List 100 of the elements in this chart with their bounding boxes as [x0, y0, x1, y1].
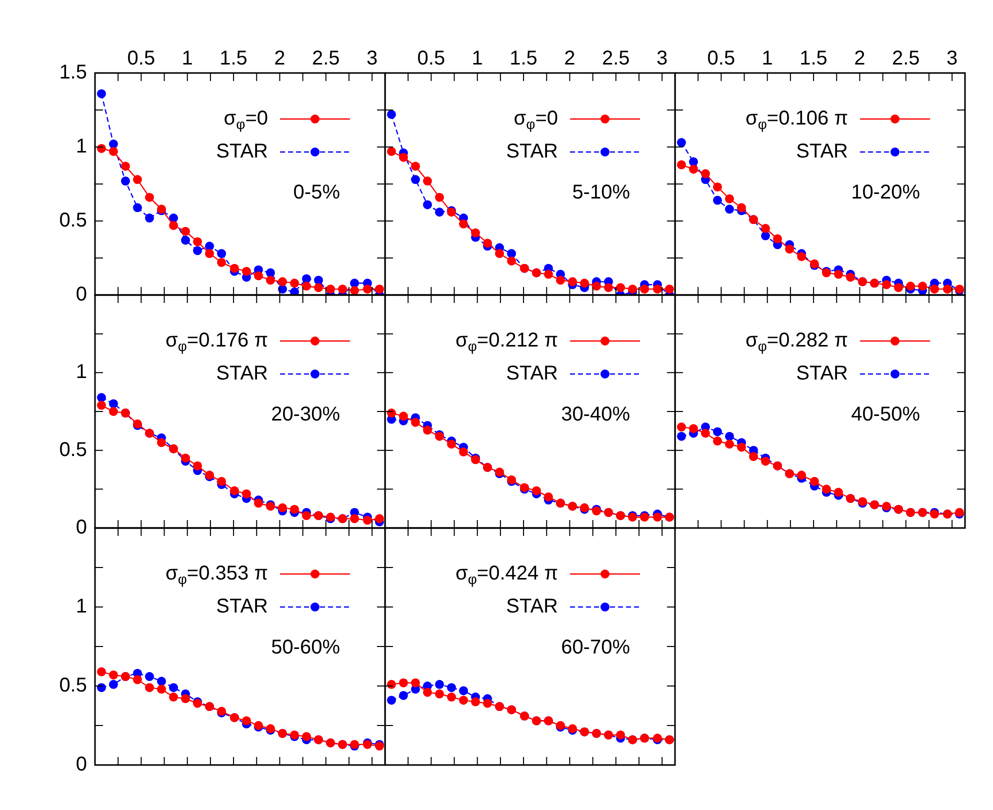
legend-label: STAR	[506, 140, 558, 163]
x-tick-label: 2	[854, 48, 866, 70]
point	[459, 686, 468, 696]
legend-label: STAR	[506, 596, 558, 618]
x-tick-label: 3	[656, 48, 668, 70]
point	[386, 146, 396, 156]
point	[724, 194, 734, 204]
y-tick-label: 0.5	[59, 438, 87, 461]
point	[96, 400, 106, 410]
point	[181, 236, 190, 245]
legend-label: STAR	[796, 362, 848, 385]
x-tick-label: 0.5	[707, 48, 736, 70]
point	[544, 270, 553, 279]
point	[918, 282, 928, 291]
point	[676, 160, 686, 170]
x-tick-label: 0.5	[127, 48, 156, 70]
point	[700, 428, 710, 438]
point	[906, 282, 916, 291]
point	[144, 672, 154, 682]
point	[556, 276, 565, 285]
annotation: 10-20%	[851, 182, 920, 204]
point	[797, 252, 806, 262]
point	[434, 680, 444, 689]
point	[422, 200, 432, 210]
legend-label: STAR	[216, 140, 268, 163]
point	[156, 438, 166, 448]
legend-label: STAR	[216, 596, 268, 618]
point	[120, 162, 130, 171]
point	[132, 675, 142, 684]
point	[169, 683, 178, 692]
point	[676, 138, 686, 148]
point	[254, 271, 263, 280]
point	[108, 399, 118, 408]
annotation: 50-60%	[271, 636, 340, 659]
point	[434, 208, 444, 217]
point	[108, 407, 118, 416]
point	[724, 204, 734, 214]
point	[120, 176, 130, 186]
point	[446, 692, 456, 702]
point	[471, 697, 480, 706]
point	[434, 689, 444, 698]
point	[362, 516, 372, 525]
point	[459, 696, 468, 705]
point	[193, 246, 202, 256]
point	[326, 284, 336, 294]
point	[688, 164, 698, 174]
point	[459, 219, 468, 228]
point	[459, 447, 468, 456]
point	[471, 228, 480, 238]
point	[374, 284, 384, 294]
y-tick-label: 0	[76, 516, 87, 539]
x-tick-label: 2.5	[892, 48, 920, 70]
point	[446, 683, 456, 692]
legend-label: STAR	[796, 140, 848, 163]
point	[169, 692, 178, 702]
y-tick-label: 0	[76, 284, 87, 306]
x-tick-label: 1	[762, 48, 773, 70]
point	[254, 498, 263, 508]
point	[193, 461, 202, 470]
point	[761, 224, 770, 233]
point	[350, 278, 360, 288]
point	[446, 440, 456, 449]
point	[712, 196, 722, 205]
point	[532, 486, 541, 496]
point	[580, 278, 589, 288]
point	[483, 698, 492, 708]
point	[132, 203, 142, 212]
point	[398, 152, 408, 162]
point	[410, 162, 420, 171]
point	[616, 730, 626, 740]
point	[483, 238, 492, 248]
point	[290, 288, 299, 295]
annotation: 30-40%	[561, 404, 630, 426]
point	[302, 274, 311, 284]
point	[314, 283, 324, 292]
point	[604, 283, 614, 292]
point	[410, 678, 420, 688]
point	[386, 110, 396, 119]
point	[144, 192, 154, 202]
point	[749, 452, 758, 462]
point	[652, 284, 662, 294]
annotation: 5-10%	[572, 182, 630, 204]
point	[422, 688, 432, 697]
point	[205, 249, 214, 258]
annotation: 0-5%	[293, 182, 340, 204]
point	[736, 442, 746, 452]
legend-label: STAR	[506, 362, 558, 385]
x-tick-label: 3	[366, 48, 378, 70]
x-tick-label: 1.5	[800, 48, 828, 70]
point	[96, 393, 106, 402]
point	[930, 284, 940, 294]
point	[724, 440, 734, 449]
point	[108, 140, 118, 149]
point	[350, 514, 360, 524]
point	[386, 696, 396, 705]
x-tick-label: 1.5	[220, 48, 248, 70]
annotation: 60-70%	[561, 636, 630, 659]
x-tick-label: 2.5	[312, 48, 340, 70]
y-tick-label: 0.5	[59, 674, 87, 697]
point	[242, 266, 251, 276]
